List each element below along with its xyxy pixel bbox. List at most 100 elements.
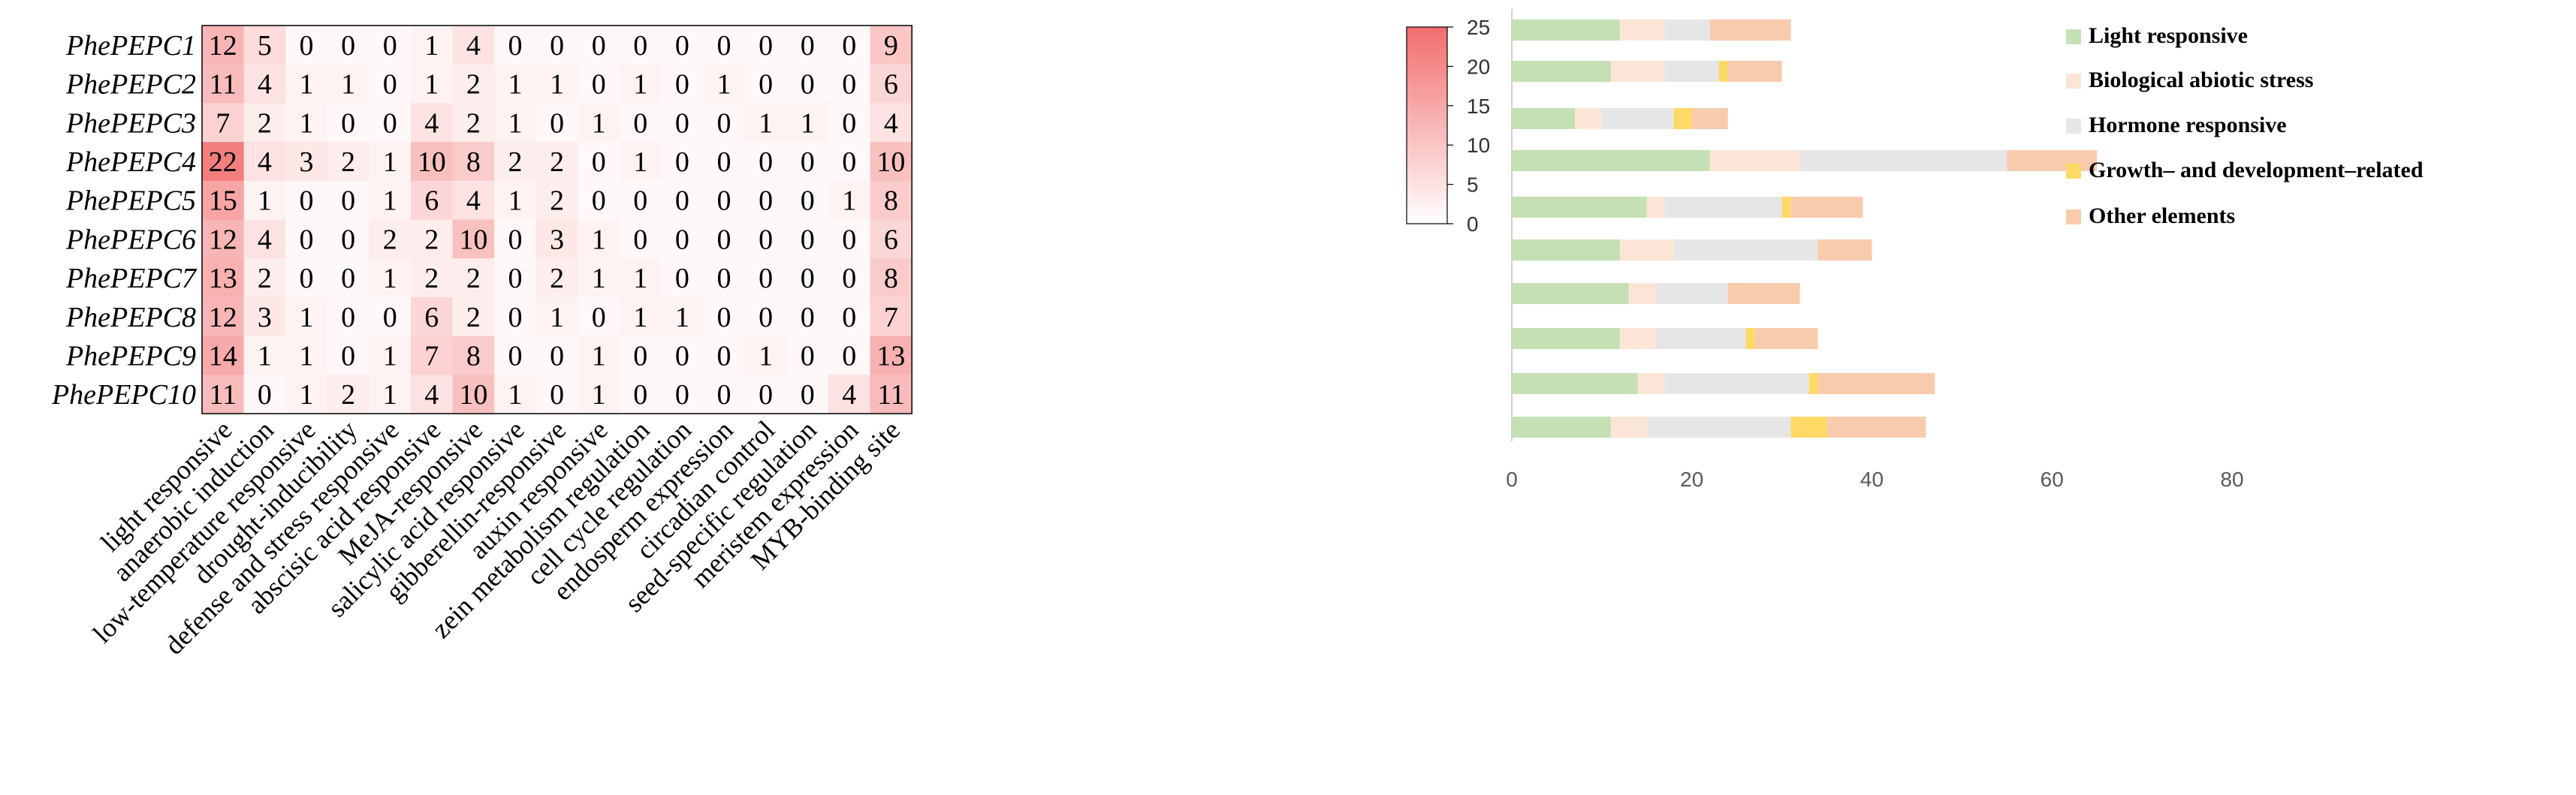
heatmap-cell-value: 6 <box>884 224 898 255</box>
heatmap-cell <box>494 142 537 182</box>
heatmap-cell-value: 0 <box>592 30 606 62</box>
heatmap-cell <box>786 375 829 414</box>
heatmap-cell <box>535 64 578 104</box>
bar-segment <box>1655 283 1728 304</box>
heatmap-row-label: PhePEPC1 <box>65 30 196 62</box>
heatmap-cell-value: 2 <box>424 224 439 255</box>
heatmap-cell-value: 2 <box>550 185 564 217</box>
heatmap-cell-value: 0 <box>842 69 856 101</box>
heatmap-cell-value: 0 <box>759 146 773 178</box>
heatmap-row-label: PhePEPC7 <box>65 263 198 294</box>
heatmap-cell-value: 6 <box>884 69 898 101</box>
heatmap-cell-value: 8 <box>884 263 898 294</box>
heatmap-cell <box>744 26 787 65</box>
heatmap-cell <box>327 26 370 65</box>
heatmap-cell-value: 1 <box>508 379 523 411</box>
heatmap-cell-value: 0 <box>633 340 647 372</box>
heatmap-cell <box>494 336 537 375</box>
bar-x-tick-label: 40 <box>1860 468 1884 491</box>
heatmap-cell <box>870 26 912 65</box>
bar-segment <box>1718 61 1728 82</box>
heatmap-cell <box>369 375 412 414</box>
bar-x-tick-label: 0 <box>1506 468 1518 491</box>
heatmap-cell-value: 2 <box>383 224 397 255</box>
heatmap: 12 5 0 0 0 1 4 0 0 0 0 0 0 0 0 0 911 4 1 1 0 1 2 1 1 0 1 0 1 0 0 0 67 2 1 0… <box>201 25 912 414</box>
heatmap-cell <box>202 297 245 337</box>
heatmap-cell <box>411 26 454 65</box>
heatmap-cell <box>786 64 829 104</box>
bar-segment <box>2007 150 2098 171</box>
heatmap-cell-value: 0 <box>550 30 564 62</box>
heatmap-cell-value: 1 <box>258 340 272 372</box>
bar-segment <box>1610 417 1647 438</box>
heatmap-cell <box>661 297 704 337</box>
heatmap-cell-value: 11 <box>877 379 905 411</box>
heatmap-cell <box>786 258 829 298</box>
heatmap-cell <box>535 375 578 414</box>
heatmap-cell-value: 1 <box>508 107 523 139</box>
heatmap-cell-value: 0 <box>592 185 606 217</box>
heatmap-cell-value: 1 <box>383 146 397 178</box>
heatmap-cell-value: 0 <box>675 107 689 139</box>
heatmap-cell <box>535 26 578 65</box>
heatmap-cell-value: 1 <box>592 107 606 139</box>
heatmap-cell <box>786 142 829 182</box>
heatmap-cell <box>327 64 370 104</box>
heatmap-cell-value: 1 <box>842 185 856 217</box>
heatmap-cell <box>202 142 245 182</box>
bar-segment <box>1790 197 1863 218</box>
heatmap-cell-value: 0 <box>633 379 647 411</box>
heatmap-cell <box>744 336 787 375</box>
heatmap-cell <box>744 297 787 337</box>
heatmap-row-label: PhePEPC2 <box>65 69 196 101</box>
heatmap-cell <box>870 64 912 104</box>
heatmap-cell-value: 0 <box>717 30 731 62</box>
heatmap-cell <box>369 180 412 220</box>
heatmap-cell-value: 1 <box>801 107 815 139</box>
bar-segment <box>1512 150 1710 171</box>
heatmap-cell <box>452 64 495 104</box>
heatmap-cell <box>327 336 370 375</box>
heatmap-cell-value: 0 <box>801 263 815 294</box>
heatmap-cell-value: 13 <box>876 340 905 372</box>
heatmap-cell <box>828 219 871 259</box>
heatmap-cell <box>452 180 495 220</box>
heatmap-cell-value: 1 <box>383 340 397 372</box>
heatmap-cell-value: 10 <box>459 224 487 255</box>
heatmap-row-label: PhePEPC9 <box>65 340 196 372</box>
heatmap-cell <box>243 142 286 182</box>
heatmap-cell <box>620 142 662 182</box>
heatmap-cell-value: 0 <box>341 185 355 217</box>
heatmap-cell <box>243 103 286 143</box>
heatmap-cell-value: 1 <box>341 69 355 101</box>
heatmap-cell <box>870 103 912 143</box>
heatmap-cell <box>452 375 495 414</box>
heatmap-cell <box>243 219 286 259</box>
heatmap-cell <box>744 180 787 220</box>
heatmap-cell <box>369 258 412 298</box>
heatmap-cell <box>411 336 454 375</box>
heatmap-cell <box>535 336 578 375</box>
heatmap-cell <box>703 142 746 182</box>
heatmap-cell-value: 0 <box>592 69 606 101</box>
heatmap-cell-value: 0 <box>717 302 731 333</box>
heatmap-cell-value: 1 <box>300 379 314 411</box>
heatmap-cell-value: 3 <box>300 146 314 178</box>
heatmap-row-label: PhePEPC5 <box>65 185 196 217</box>
heatmap-cell <box>285 180 328 220</box>
bar-segment <box>1727 283 1800 304</box>
heatmap-cell <box>411 375 454 414</box>
heatmap-cell <box>578 297 620 337</box>
heatmap-cell-value: 0 <box>842 224 856 255</box>
heatmap-cell <box>327 297 370 337</box>
heatmap-cell <box>494 297 537 337</box>
bar-segment <box>1745 328 1755 349</box>
heatmap-cell <box>578 336 620 375</box>
heatmap-cell <box>243 26 286 65</box>
bar-segment <box>1673 108 1692 129</box>
heatmap-cell-value: 0 <box>675 340 689 372</box>
heatmap-cell <box>535 258 578 298</box>
bar-segment <box>1799 150 2007 171</box>
heatmap-cell-value: 0 <box>675 69 689 101</box>
colorbar-tick-label: 20 <box>1467 55 1490 78</box>
